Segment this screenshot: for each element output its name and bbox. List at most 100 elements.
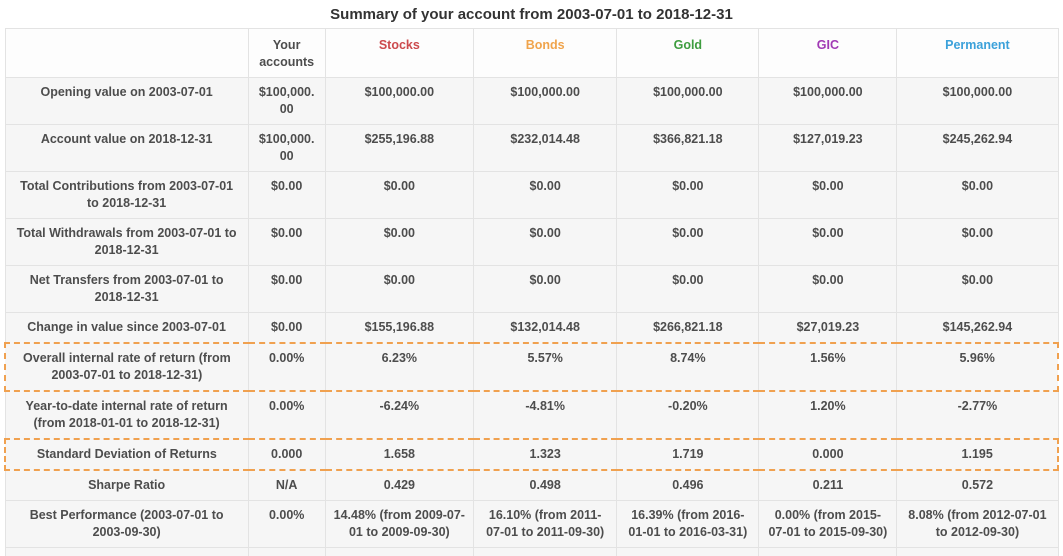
cell-value: 0.00% (from 2014-07-01 to 2014-09-30) — [758, 547, 898, 556]
header-row: Your accounts Stocks Bonds Gold GIC Permanent — [4, 28, 1059, 78]
row-label: Total Contributions from 2003-07-01 to 2… — [4, 171, 249, 219]
row-label: Account value on 2018-12-31 — [4, 124, 249, 172]
cell-value: $366,821.18 — [616, 124, 760, 172]
table-row: Account value on 2018-12-31 $100,000.00 $2… — [4, 124, 1059, 172]
cell-value: $0.00 — [247, 171, 326, 219]
row-label: Best Performance (2003-07-01 to 2003-09-… — [4, 500, 249, 548]
cell-value: $100,000.00 — [758, 77, 898, 125]
cell-value: $245,262.94 — [896, 124, 1059, 172]
cell-value: 0.00% — [247, 500, 326, 548]
cell-value: 0.572 — [896, 469, 1059, 501]
cell-value: $0.00 — [758, 171, 898, 219]
cell-value: 8.74% — [616, 342, 760, 392]
table-row: Worst Performance (2003-07-01 to 2003-09… — [4, 547, 1059, 556]
row-label: Year-to-date internal rate of return (fr… — [4, 390, 249, 440]
cell-value: $0.00 — [758, 265, 898, 313]
page-title: Summary of your account from 2003-07-01 … — [330, 6, 733, 23]
cell-value: $0.00 — [616, 265, 760, 313]
cell-value: $100,000.00 — [247, 124, 326, 172]
cell-value: $255,196.88 — [324, 124, 475, 172]
cell-value: $100,000.00 — [896, 77, 1059, 125]
column-header-gic: GIC — [758, 28, 898, 78]
cell-value: $0.00 — [324, 171, 475, 219]
cell-value: 0.00% (from 2015-07-01 to 2015-09-30) — [758, 500, 898, 548]
cell-value: 1.195 — [896, 438, 1060, 471]
row-label: Standard Deviation of Returns — [3, 438, 249, 471]
table-row: Change in value since 2003-07-01 $0.00 $15… — [4, 312, 1059, 344]
row-label: Total Withdrawals from 2003-07-01 to 201… — [4, 218, 249, 266]
cell-value: 0.000 — [758, 438, 898, 471]
cell-value: 1.719 — [616, 438, 760, 471]
table-row: Year-to-date internal rate of return (fr… — [4, 390, 1059, 440]
cell-value: $127,019.23 — [758, 124, 898, 172]
cell-value: $0.00 — [473, 265, 618, 313]
cell-value: 5.96% — [896, 342, 1060, 392]
cell-value: 0.00% — [247, 342, 326, 392]
cell-value: $0.00 — [616, 171, 760, 219]
cell-value: 1.658 — [324, 438, 475, 471]
cell-value: 0.498 — [473, 469, 618, 501]
column-header-gold: Gold — [616, 28, 760, 78]
table-row: Total Contributions from 2003-07-01 to 2… — [4, 171, 1059, 219]
table-row: Standard Deviation of Returns 0.000 1.658 1… — [3, 438, 1060, 471]
cell-value: 0.211 — [758, 469, 898, 501]
column-header-permanent: Permanent — [896, 28, 1059, 78]
cell-value: 16.10% (from 2011-07-01 to 2011-09-30) — [473, 500, 618, 548]
cell-value: $232,014.48 — [473, 124, 618, 172]
cell-value: $0.00 — [616, 218, 760, 266]
cell-value: $0.00 — [896, 265, 1059, 313]
table-row: Overall internal rate of return (from 20… — [3, 342, 1060, 392]
row-label: Worst Performance (2003-07-01 to 2003-09… — [4, 547, 249, 556]
cell-value: $0.00 — [896, 171, 1059, 219]
row-label: Net Transfers from 2003-07-01 to 2018-12… — [4, 265, 249, 313]
row-label: Overall internal rate of return (from 20… — [3, 342, 249, 392]
cell-value: -0.20% — [616, 390, 760, 440]
cell-value: 1.323 — [473, 438, 618, 471]
cell-value: -6.24% — [324, 390, 475, 440]
row-label: Sharpe Ratio — [4, 469, 249, 501]
cell-value: 0.000 — [247, 438, 326, 471]
row-label: Change in value since 2003-07-01 — [4, 312, 249, 344]
table-row: Opening value on 2003-07-01 $100,000.00 $1… — [4, 77, 1059, 125]
cell-value: $0.00 — [473, 171, 618, 219]
column-header-empty — [4, 28, 249, 78]
table-row: Sharpe Ratio N/A 0.429 0.498 0.496 0.211 0.572 — [4, 469, 1059, 501]
cell-value: 6.23% — [324, 342, 475, 392]
cell-value: 16.39% (from 2016-01-01 to 2016-03-31) — [616, 500, 760, 548]
cell-value: $0.00 — [324, 265, 475, 313]
cell-value: $100,000.00 — [616, 77, 760, 125]
cell-value: $100,000.00 — [247, 77, 326, 125]
table-row: Net Transfers from 2003-07-01 to 2018-12… — [4, 265, 1059, 313]
column-header-your-accounts: Your accounts — [247, 28, 326, 78]
cell-value: 1.20% — [758, 390, 898, 440]
cell-value: $0.00 — [758, 218, 898, 266]
cell-value: $0.00 — [247, 312, 326, 344]
account-summary-table: Your accounts Stocks Bonds Gold GIC Permanent… — [3, 28, 1060, 556]
cell-value: N/A — [247, 469, 326, 501]
column-header-bonds: Bonds — [473, 28, 618, 78]
table-row: Best Performance (2003-07-01 to 2003-09-… — [4, 500, 1059, 548]
cell-value: $145,262.94 — [896, 312, 1059, 344]
cell-value: $132,014.48 — [473, 312, 618, 344]
row-label: Opening value on 2003-07-01 — [4, 77, 249, 125]
cell-value: $100,000.00 — [324, 77, 475, 125]
cell-value: 14.48% (from 2009-07-01 to 2009-09-30) — [324, 500, 475, 548]
cell-value: $100,000.00 — [473, 77, 618, 125]
cell-value: $0.00 — [896, 218, 1059, 266]
cell-value: -13.14% (from 2013-04-01 to 2013-06-30) — [896, 547, 1059, 556]
cell-value: $0.00 — [324, 218, 475, 266]
cell-value: $0.00 — [247, 265, 326, 313]
cell-value: $0.00 — [247, 218, 326, 266]
cell-value: -4.81% — [473, 390, 618, 440]
cell-value: 0.496 — [616, 469, 760, 501]
cell-value: 1.56% — [758, 342, 898, 392]
cell-value: $155,196.88 — [324, 312, 475, 344]
cell-value: -22.20% (from 2008-10-01 to 2008-12-31) — [324, 547, 475, 556]
cell-value: 8.08% (from 2012-07-01 to 2012-09-30) — [896, 500, 1059, 548]
cell-value: 0.00% — [247, 390, 326, 440]
cell-value: 0.429 — [324, 469, 475, 501]
cell-value: 0.00% — [247, 547, 326, 556]
table-row: Total Withdrawals from 2003-07-01 to 201… — [4, 218, 1059, 266]
cell-value: -24.89% (from 2013-04-01 to 2013-06-30) — [616, 547, 760, 556]
cell-value: -2.77% — [896, 390, 1059, 440]
